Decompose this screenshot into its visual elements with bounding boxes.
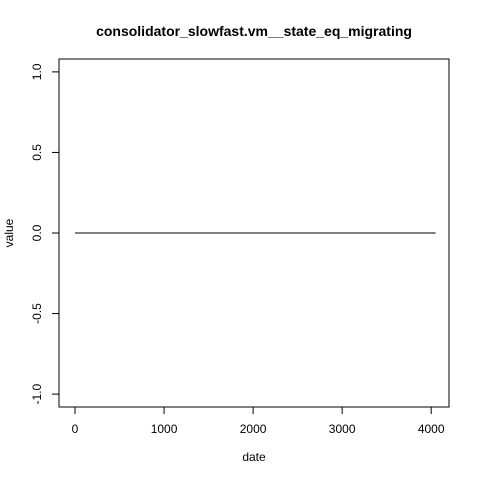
y-axis-label: value [2,218,16,247]
y-tick-label: 1.0 [30,63,44,80]
x-tick-label: 3000 [329,422,356,436]
chart-title: consolidator_slowfast.vm__state_eq_migra… [96,23,412,39]
x-tick-label: 0 [72,422,79,436]
y-tick-label: -0.5 [30,303,44,324]
y-tick-label: 0.0 [30,224,44,241]
y-tick-label: -1.0 [30,383,44,404]
x-axis: 0 1000 2000 3000 4000 [72,406,445,436]
x-tick-label: 2000 [240,422,267,436]
x-axis-label: date [242,450,266,464]
x-tick-label: 1000 [151,422,178,436]
x-tick-label: 4000 [418,422,445,436]
y-tick-label: 0.5 [30,144,44,161]
y-axis: -1.0 -0.5 0.0 0.5 1.0 [30,63,60,404]
